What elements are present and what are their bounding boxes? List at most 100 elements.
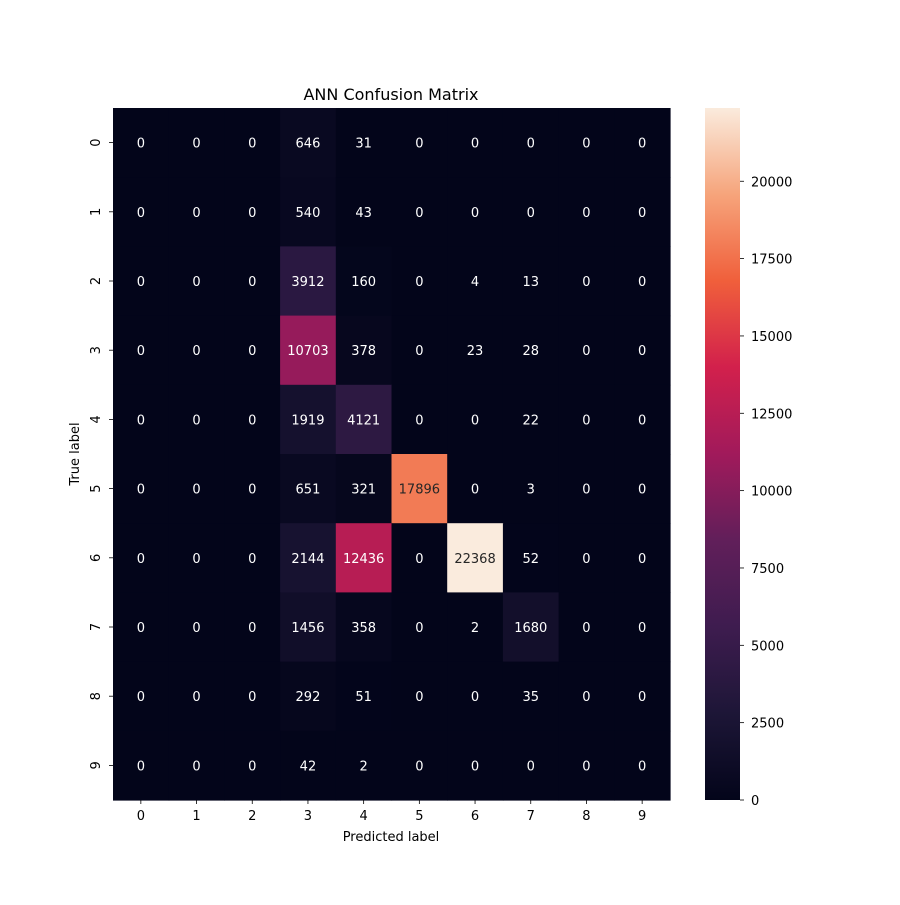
- cell-value-label: 0: [248, 413, 256, 428]
- x-axis-label: Predicted label: [343, 830, 440, 845]
- x-tick-label: 5: [415, 809, 423, 824]
- heatmap-cell: [224, 315, 281, 386]
- heatmap-cell: [391, 592, 448, 663]
- cell-value-label: 23: [467, 344, 484, 359]
- heatmap-cell: [614, 177, 671, 247]
- cell-value-label: 51: [355, 690, 372, 705]
- heatmap-cell: [502, 384, 560, 455]
- heatmap-cell: [447, 523, 504, 593]
- cell-value-label: 0: [415, 275, 423, 290]
- heatmap-cell: [447, 315, 504, 386]
- colorbar-ticks: 0 2500 5000 7500 10000 12500 15000 17500 20000: [740, 175, 792, 809]
- colorbar-tick-label: 0: [751, 794, 759, 809]
- cell-value-label: 4: [471, 275, 479, 290]
- cell-value-label: 0: [137, 413, 145, 428]
- heatmap-cell: [224, 592, 281, 663]
- cell-value-label: 0: [582, 344, 590, 359]
- cell-value-label: 0: [638, 206, 646, 221]
- cell-value-label: 0: [638, 690, 646, 705]
- cell-value-label: 0: [248, 552, 256, 567]
- cell-value-label: 0: [415, 552, 423, 567]
- x-tick-label: 2: [248, 809, 256, 824]
- cell-value-label: 0: [582, 206, 590, 221]
- y-tick-label: 1: [89, 208, 104, 216]
- cell-value-label: 2: [471, 621, 479, 636]
- cell-value-label: 0: [192, 483, 200, 498]
- colorbar-tick-label: 7500: [751, 562, 784, 577]
- heatmap-cell: [113, 523, 170, 593]
- heatmap-cell: [391, 454, 448, 524]
- cell-value-label: 0: [192, 137, 200, 152]
- cell-value-label: 0: [137, 621, 145, 636]
- cell-value-label: 0: [638, 759, 646, 774]
- heatmap-cell: [558, 384, 615, 455]
- heatmap-cell: [558, 177, 615, 247]
- cell-value-label: 0: [137, 206, 145, 221]
- cell-value-label: 0: [137, 759, 145, 774]
- heatmap-cell: [558, 523, 615, 593]
- cell-value-label: 0: [248, 344, 256, 359]
- heatmap-cell: [558, 315, 615, 386]
- heatmap-cell: [280, 523, 337, 593]
- cell-value-label: 0: [415, 137, 423, 152]
- cell-value-label: 0: [248, 759, 256, 774]
- cell-value-label: 0: [415, 413, 423, 428]
- heatmap-cell: [614, 315, 671, 386]
- heatmap-cell: [280, 384, 337, 455]
- heatmap-cell: [614, 246, 671, 317]
- heatmap-cells: 0 0 0 646 31 0 0 0 0 0 0 0 0 540 43 0 0 0 0 0 0 0 0 3912 160 0 4 13…: [113, 108, 671, 801]
- heatmap-cell: [335, 315, 393, 386]
- heatmap-cell: [335, 384, 393, 455]
- colorbar-tick-label: 20000: [751, 175, 792, 190]
- heatmap-cell: [280, 246, 337, 317]
- heatmap-cell: [168, 454, 225, 524]
- cell-value-label: 0: [415, 206, 423, 221]
- cell-value-label: 0: [415, 690, 423, 705]
- cell-value-label: 35: [522, 690, 539, 705]
- x-tick-label: 0: [137, 809, 145, 824]
- colorbar-tick-label: 15000: [751, 330, 792, 345]
- heatmap-cell: [391, 315, 448, 386]
- heatmap-cell: [502, 592, 560, 663]
- cell-value-label: 17896: [399, 483, 440, 498]
- heatmap-cell: [502, 730, 560, 801]
- heatmap-cell: [614, 661, 671, 732]
- heatmap-cell: [502, 108, 560, 178]
- heatmap-cell: [113, 454, 170, 524]
- cell-value-label: 540: [296, 206, 321, 221]
- cell-value-label: 0: [192, 413, 200, 428]
- cell-value-label: 646: [296, 137, 321, 152]
- heatmap-cell: [224, 384, 281, 455]
- cell-value-label: 0: [638, 621, 646, 636]
- cell-value-label: 0: [192, 621, 200, 636]
- y-tick-label: 9: [89, 761, 104, 769]
- cell-value-label: 378: [351, 344, 376, 359]
- colorbar-gradient: [705, 108, 740, 800]
- cell-value-label: 31: [355, 137, 372, 152]
- cell-value-label: 0: [638, 344, 646, 359]
- cell-value-label: 10703: [287, 344, 328, 359]
- heatmap-cell: [391, 177, 448, 247]
- heatmap-cell: [280, 108, 337, 178]
- y-tick-label: 6: [89, 554, 104, 562]
- x-tick-label: 1: [192, 809, 200, 824]
- cell-value-label: 651: [296, 483, 321, 498]
- cell-value-label: 0: [638, 483, 646, 498]
- heatmap-cell: [224, 246, 281, 317]
- heatmap-cell: [168, 523, 225, 593]
- heatmap-cell: [391, 384, 448, 455]
- cell-value-label: 0: [471, 137, 479, 152]
- cell-value-label: 0: [248, 137, 256, 152]
- cell-value-label: 2: [360, 759, 368, 774]
- cell-value-label: 0: [638, 275, 646, 290]
- cell-value-label: 0: [582, 621, 590, 636]
- heatmap-cell: [224, 523, 281, 593]
- heatmap-cell: [224, 177, 281, 247]
- x-tick-label: 8: [582, 809, 590, 824]
- heatmap-cell: [447, 246, 504, 317]
- cell-value-label: 4121: [347, 413, 380, 428]
- heatmap-cell: [113, 384, 170, 455]
- heatmap-cell: [558, 592, 615, 663]
- cell-value-label: 0: [638, 413, 646, 428]
- cell-value-label: 0: [582, 275, 590, 290]
